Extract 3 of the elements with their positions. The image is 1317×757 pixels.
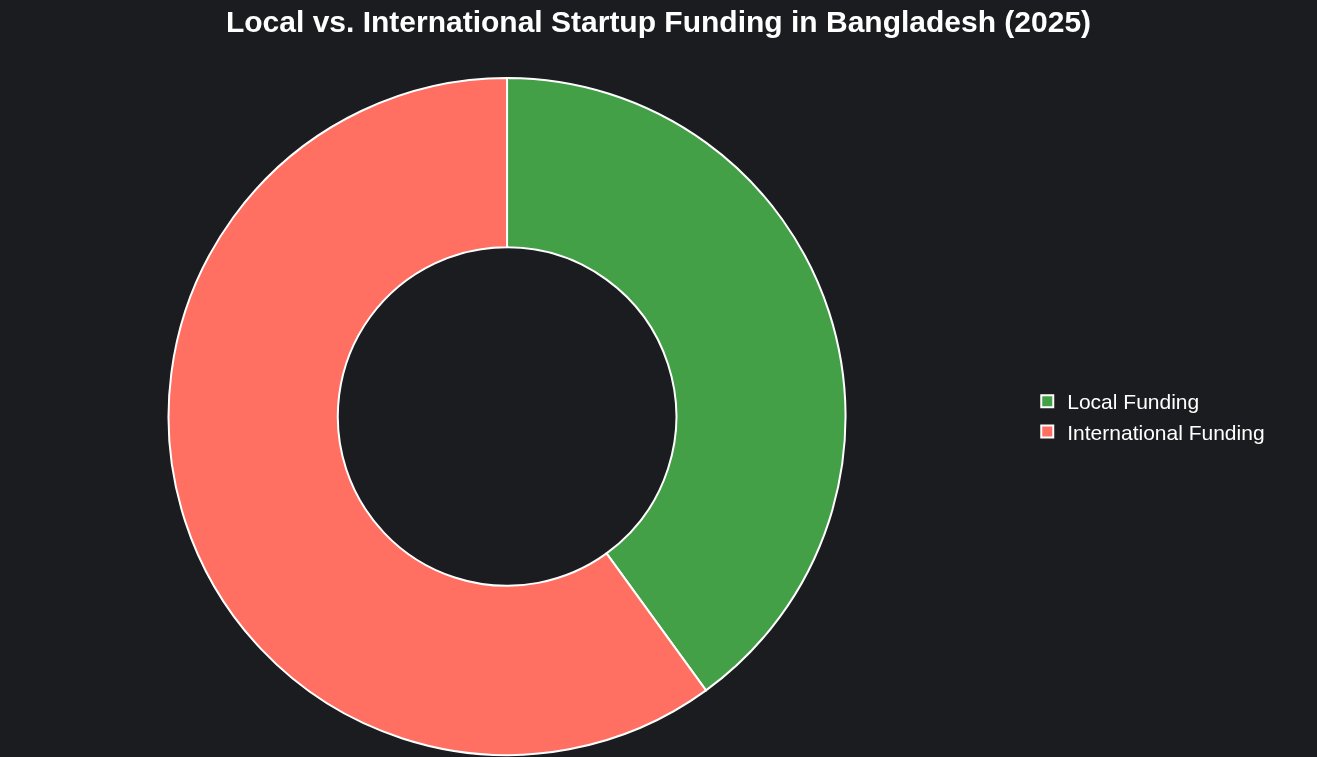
chart-title: Local vs. International Startup Funding in Bangladesh (2025) bbox=[225, 5, 1092, 39]
legend-label: International Funding bbox=[1067, 420, 1265, 444]
legend-label: Local Funding bbox=[1067, 390, 1200, 414]
